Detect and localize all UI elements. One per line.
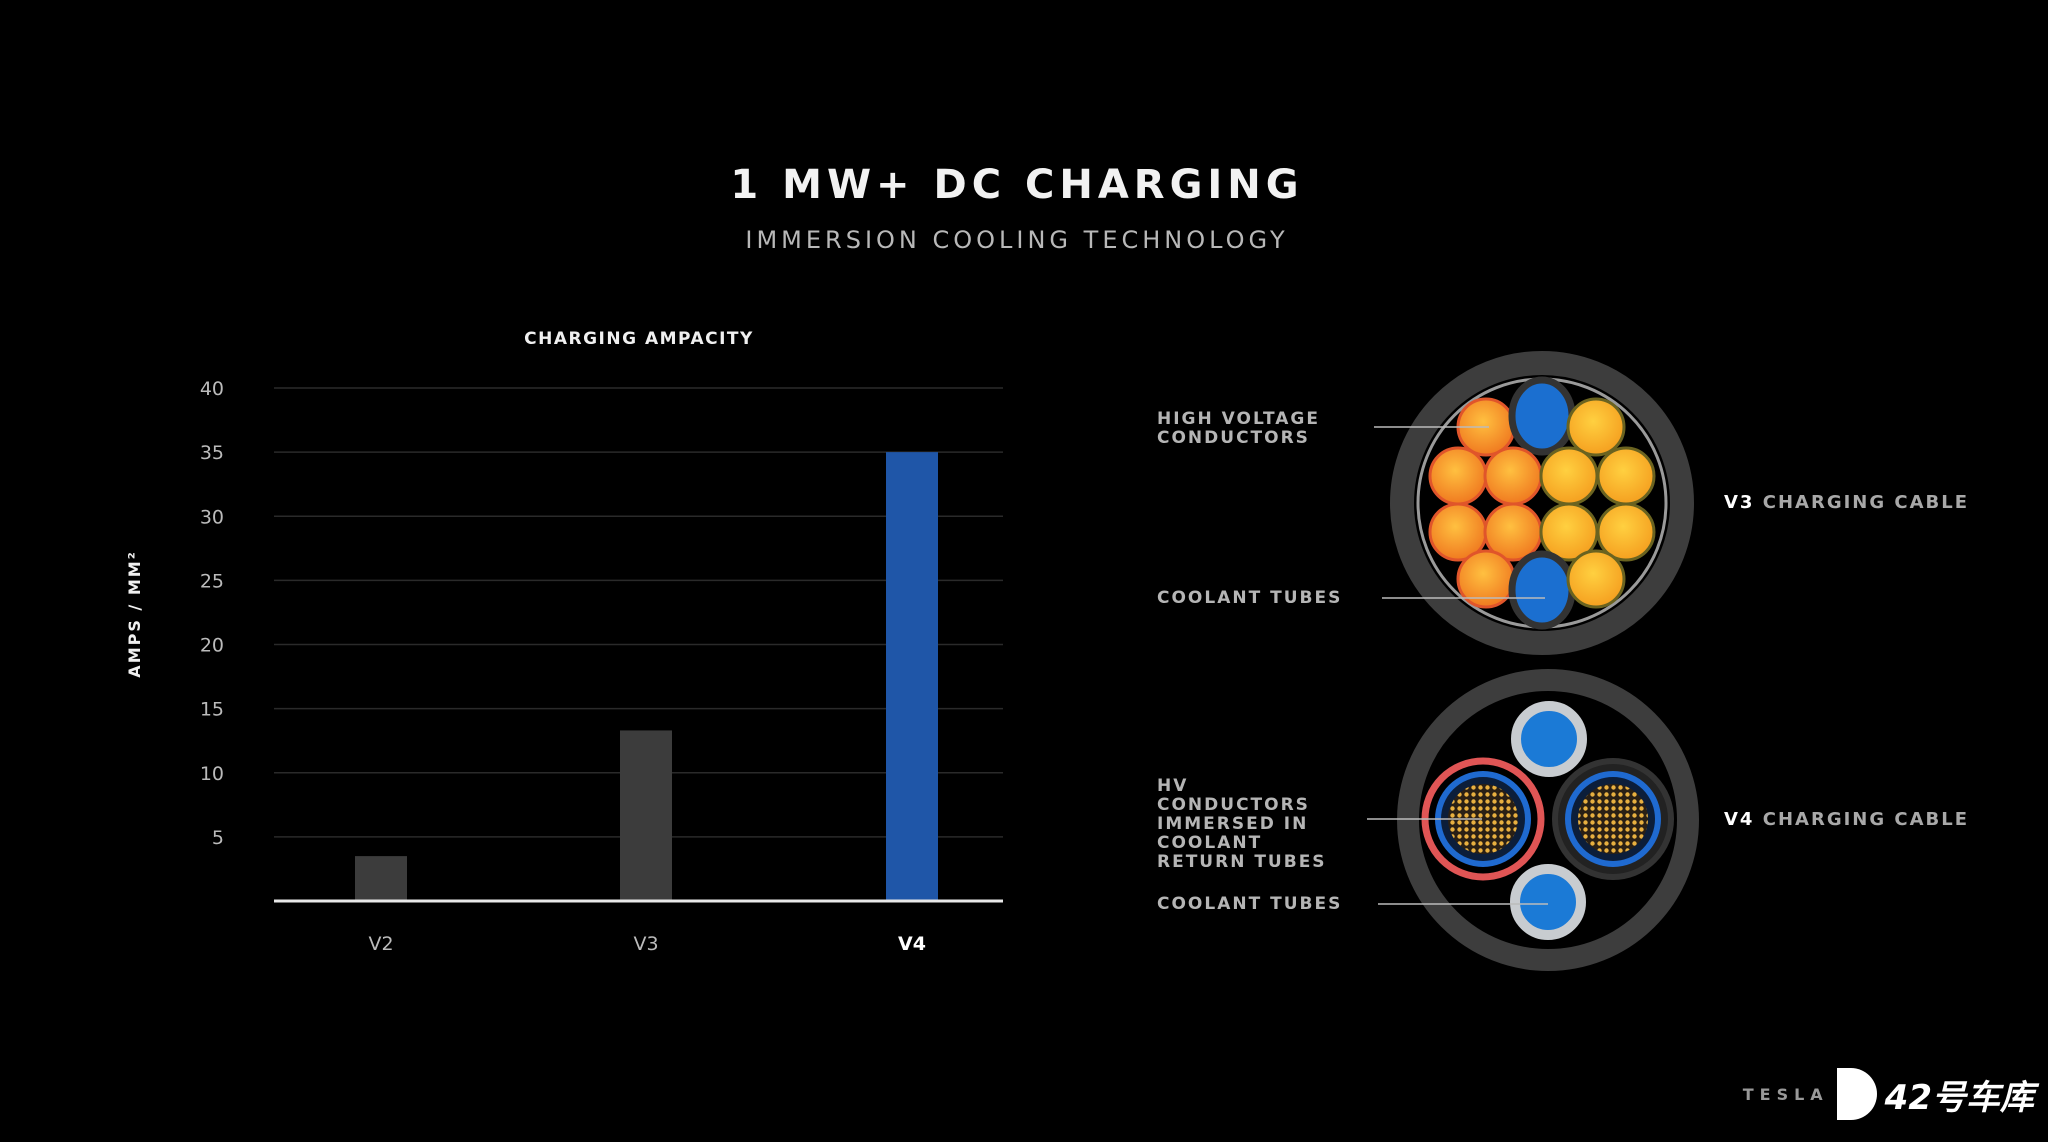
v4-cable-label: V4 CHARGING CABLE: [1724, 809, 1969, 830]
chart-title: CHARGING AMPACITY: [524, 329, 754, 349]
y-tick-label: 25: [200, 570, 224, 592]
y-axis-label: AMPS / MM²: [125, 550, 144, 677]
y-tick-label: 35: [200, 442, 224, 464]
hv-conductor: [1566, 549, 1626, 609]
v4-name: V4: [1724, 809, 1755, 830]
v3-name-rest: CHARGING CABLE: [1762, 492, 1970, 513]
y-tick-label: 15: [200, 699, 224, 721]
coolant-tube: [1511, 701, 1587, 777]
hv-conductor: [1483, 446, 1543, 506]
label-hv-conductors-immersed: HV CONDUCTORS IMMERSED IN COOLANT RETURN…: [1157, 776, 1327, 872]
watermark-logo: TESLA 42号车库: [1743, 1068, 2034, 1120]
page-title: 1 MW+ DC CHARGING: [730, 162, 1304, 208]
label-coolant-tubes-v3: COOLANT TUBES: [1157, 588, 1343, 608]
hv-conductor: [1539, 446, 1599, 506]
v3-cable-cross-section: [1390, 351, 1694, 655]
x-tick-label: V2: [368, 933, 393, 955]
hv-conductor: [1566, 397, 1626, 457]
hv-conductor: [1596, 502, 1656, 562]
y-tick-label: 40: [200, 378, 224, 400]
label-coolant-tubes-v4: COOLANT TUBES: [1157, 894, 1343, 914]
y-tick-label: 20: [200, 635, 224, 657]
v4-cable-cross-section: [1397, 669, 1699, 971]
v3-cable-label: V3 CHARGING CABLE: [1724, 492, 1969, 513]
bar-v3: [620, 730, 672, 901]
y-tick-label: 5: [212, 827, 224, 849]
coolant-tube: [1508, 550, 1576, 630]
page-subtitle: IMMERSION COOLING TECHNOLOGY: [745, 226, 1289, 254]
logo-faded-text: TESLA: [1742, 1084, 1829, 1104]
y-tick-label: 10: [200, 763, 224, 785]
hv-conductor: [1578, 784, 1648, 854]
v3-name: V3: [1724, 492, 1755, 513]
logo-text: 42号车库: [1884, 1077, 2034, 1118]
hv-conductor: [1428, 446, 1488, 506]
label-high-voltage-conductors: HIGH VOLTAGE CONDUCTORS: [1157, 409, 1320, 448]
logo-mark-icon: [1836, 1068, 1877, 1120]
hv-conductor: [1448, 784, 1518, 854]
hv-conductor: [1596, 446, 1656, 506]
coolant-tube: [1508, 376, 1576, 456]
y-tick-label: 30: [200, 506, 224, 528]
leader-lines: [1367, 426, 1548, 905]
bar-v4: [886, 452, 938, 901]
bar-v2: [355, 856, 407, 901]
x-tick-label: V4: [898, 933, 926, 955]
v4-name-rest: CHARGING CABLE: [1762, 809, 1970, 830]
x-tick-label: V3: [633, 933, 658, 955]
coolant-tube: [1510, 864, 1586, 940]
